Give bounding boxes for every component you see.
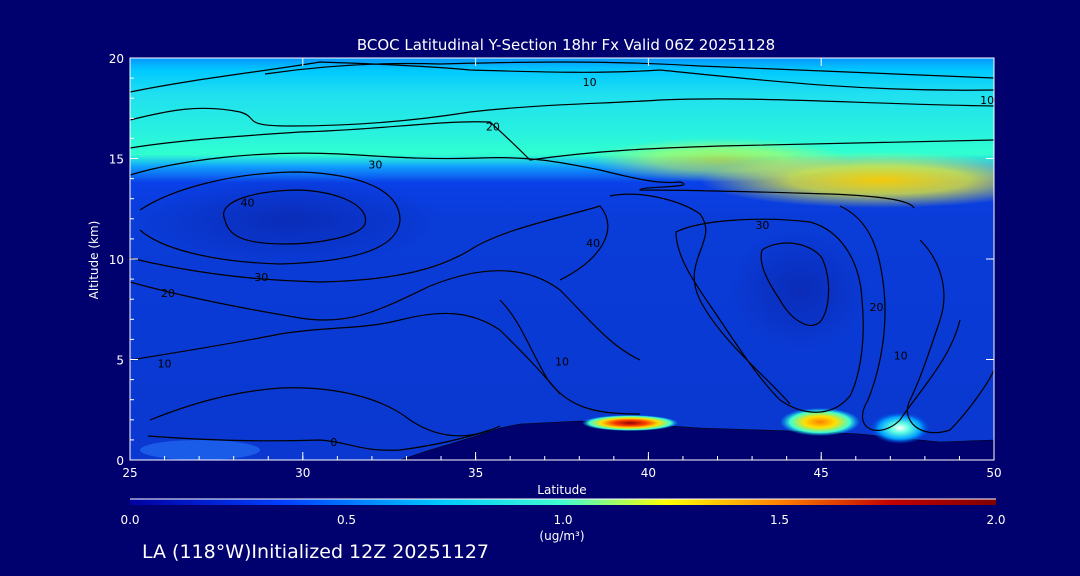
contour-label: 30 [254, 271, 268, 284]
contour-lower-loop [149, 387, 501, 437]
contour-label: 10 [158, 358, 172, 371]
colorbar-ticks: 0.0 0.5 1.0 1.5 2.0 [120, 513, 1005, 527]
footer-init-label: LA (118°W)Initialized 12Z 20251127 [142, 541, 489, 563]
colorbar [130, 499, 996, 505]
contour-10-top [264, 61, 994, 79]
contour-10-left [130, 312, 561, 395]
contour-east-10 [906, 239, 994, 434]
contour-east-tongue [609, 193, 791, 405]
surface-hotspot-45n [780, 408, 860, 436]
contour-label: 40 [586, 237, 600, 250]
colorbar-tick-label: 1.0 [553, 513, 572, 527]
contour-0-surface [147, 429, 491, 451]
contour-label: 20 [486, 120, 500, 133]
y-tick-label: 15 [109, 153, 124, 167]
y-tick-label: 10 [109, 253, 124, 267]
colorbar-tick-label: 0.5 [337, 513, 356, 527]
contour-label: 10 [894, 349, 908, 362]
colorbar-tick-label: 1.5 [770, 513, 789, 527]
contour-east-20 [839, 205, 961, 431]
contour-30-mid [130, 205, 609, 283]
x-tick-label: 45 [814, 466, 829, 480]
contour-label: 0 [330, 436, 337, 449]
contour-label: 30 [368, 159, 382, 172]
contour-label: 30 [755, 219, 769, 232]
contour-20 [130, 98, 994, 127]
contour-east-ring-inner [760, 242, 830, 326]
colorbar-tick-label: 0.0 [120, 513, 139, 527]
contour-east-ring-outer [675, 218, 864, 413]
contour-lines [130, 61, 994, 451]
contour-label: 20 [161, 287, 175, 300]
x-tick-label: 50 [986, 466, 1001, 480]
y-tick-label: 0 [116, 454, 124, 468]
plot-area: 10 10 20 30 40 30 40 30 20 10 10 20 10 0 [130, 58, 994, 460]
contour-20-left [130, 270, 641, 361]
chart-title: BCOC Latitudinal Y-Section 18hr Fx Valid… [357, 36, 775, 54]
contour-labels: 10 10 20 30 40 30 40 30 20 10 10 20 10 0 [158, 76, 994, 449]
y-tick-label: 5 [116, 354, 124, 368]
x-tick-label: 35 [468, 466, 483, 480]
surface-plume-west [140, 440, 260, 460]
contour-30-inner [130, 152, 915, 209]
surface-hotspot-47n [870, 412, 930, 444]
colorbar-unit-label: (ug/m³) [539, 529, 584, 543]
contour-10-upper [130, 61, 994, 93]
mid-level-minimum-east [730, 230, 870, 350]
contour-40-ring [223, 189, 367, 245]
contour-label: 10 [583, 76, 597, 89]
terrain [399, 420, 994, 460]
contour-40-outer [139, 171, 401, 265]
contour-mid-0 [499, 299, 641, 415]
contour-label: 20 [869, 301, 883, 314]
mid-level-minimum [140, 175, 440, 265]
y-axis: 0 5 10 15 20 [109, 52, 994, 468]
surface-hotspot-39n [582, 415, 678, 431]
x-axis: 25 30 35 40 45 50 [122, 58, 1002, 480]
x-axis-label: Latitude [537, 483, 586, 497]
colorbar-tick-label: 2.0 [986, 513, 1005, 527]
contour-label: 10 [980, 94, 994, 107]
y-axis-label: Altitude (km) [87, 221, 101, 300]
x-tick-label: 40 [641, 466, 656, 480]
contour-label: 10 [555, 356, 569, 369]
contour-30-upper [130, 121, 994, 161]
x-tick-label: 30 [295, 466, 310, 480]
contour-label: 40 [241, 197, 255, 210]
x-tick-label: 25 [122, 466, 137, 480]
y-tick-label: 20 [109, 52, 124, 66]
